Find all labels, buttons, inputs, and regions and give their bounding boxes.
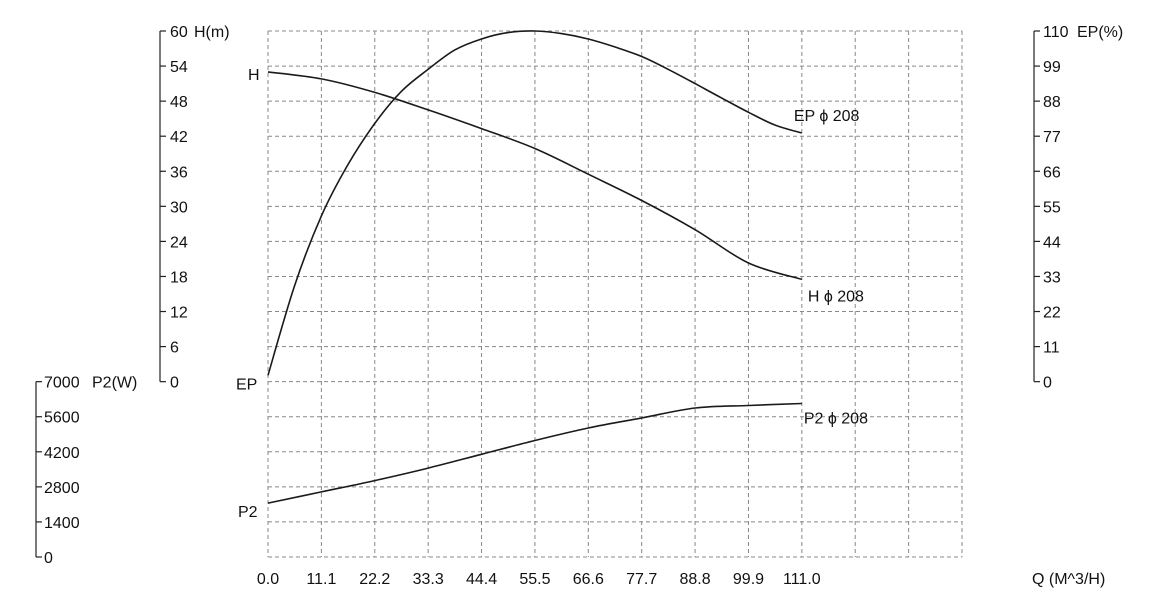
series-line-p2	[267, 402, 802, 504]
efficiency-tick-label: 110	[1043, 24, 1069, 41]
head-tick-label: 60	[170, 24, 188, 41]
series-end-label-p2: P2 ϕ 208	[804, 410, 868, 427]
x-tick-label: 77.7	[626, 571, 657, 588]
series-label-ep: EP	[236, 376, 257, 393]
efficiency-tick-label: 66	[1043, 164, 1061, 181]
head-tick-label: 0	[170, 375, 179, 392]
head-tick-label: 18	[170, 269, 188, 286]
efficiency-tick-label: 77	[1043, 129, 1061, 146]
efficiency-tick-label: 11	[1043, 340, 1060, 357]
x-tick-label: 55.5	[519, 571, 550, 588]
efficiency-tick-label: 99	[1043, 59, 1061, 76]
series-line-h	[267, 71, 803, 281]
series-line-ep	[267, 30, 803, 376]
head-tick-label: 30	[170, 199, 188, 216]
x-axis-title: Q (M^3/H)	[1032, 571, 1105, 588]
series-label-p2: P2	[238, 504, 258, 521]
x-tick-label: 0.0	[257, 571, 279, 588]
efficiency-tick-label: 0	[1043, 375, 1052, 392]
power-tick-label: 7000	[44, 375, 80, 392]
power-tick-label: 4200	[44, 445, 80, 462]
efficiency-axis-title: EP(%)	[1077, 24, 1123, 41]
power-tick-label: 2800	[44, 480, 80, 497]
series-end-label-ep: EP ϕ 208	[794, 108, 860, 125]
x-tick-label: 66.6	[573, 571, 604, 588]
head-axis-title: H(m)	[194, 24, 230, 41]
head-tick-label: 6	[170, 340, 179, 357]
labels: 60544842363024181260H(m)7000560042002800…	[44, 24, 1123, 588]
axes	[35, 30, 1040, 558]
efficiency-tick-label: 22	[1043, 305, 1061, 322]
efficiency-tick-label: 88	[1043, 94, 1061, 111]
head-tick-label: 24	[170, 234, 188, 251]
power-tick-label: 5600	[44, 410, 80, 427]
x-tick-label: 99.9	[733, 571, 764, 588]
curves	[267, 30, 803, 504]
x-tick-label: 33.3	[413, 571, 444, 588]
power-tick-label: 1400	[44, 515, 80, 532]
head-tick-label: 12	[170, 305, 188, 322]
x-tick-label: 22.2	[359, 571, 390, 588]
efficiency-tick-label: 55	[1043, 199, 1061, 216]
x-tick-label: 44.4	[466, 571, 497, 588]
grid	[267, 30, 963, 558]
x-tick-label: 111.0	[783, 571, 821, 588]
efficiency-tick-label: 33	[1043, 269, 1061, 286]
x-tick-label: 88.8	[680, 571, 711, 588]
power-axis-title: P2(W)	[92, 375, 137, 392]
head-tick-label: 42	[170, 129, 188, 146]
x-tick-label: 11.1	[306, 571, 336, 588]
head-tick-label: 54	[170, 59, 188, 76]
series-label-h: H	[248, 67, 260, 84]
head-tick-label: 36	[170, 164, 188, 181]
power-tick-label: 0	[44, 550, 53, 567]
series-end-label-h: H ϕ 208	[808, 288, 864, 305]
efficiency-tick-label: 44	[1043, 234, 1061, 251]
head-tick-label: 48	[170, 94, 188, 111]
